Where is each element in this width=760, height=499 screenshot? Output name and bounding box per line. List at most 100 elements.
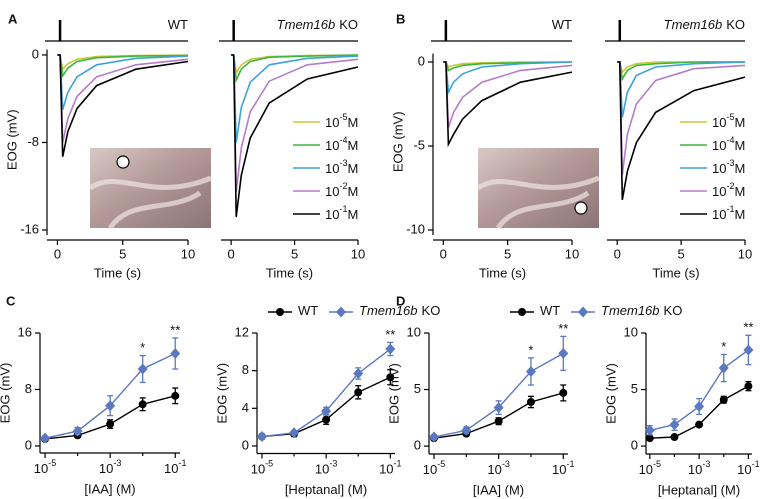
- legend-exp: -1: [339, 204, 347, 214]
- legend-base: 10: [712, 161, 726, 176]
- title-text: WT: [168, 17, 188, 32]
- x-tick-label: 10: [351, 246, 365, 261]
- y-axis-label: EOG (mV): [603, 363, 618, 424]
- legend-unit: M: [347, 115, 358, 130]
- y-tick-label: 0: [32, 46, 39, 61]
- marker: [493, 402, 504, 414]
- y-axis-label: EOG (mV): [390, 111, 405, 172]
- recording-site: [574, 201, 588, 215]
- legend-label: 10-2M: [712, 181, 745, 199]
- x-tick-exp: -5: [48, 458, 56, 468]
- x-tick-label: 5: [119, 246, 126, 261]
- series-line: [231, 54, 359, 217]
- panel-label: C: [6, 293, 16, 308]
- y-tick-label: 4: [242, 400, 249, 415]
- x-tick-base: 10: [99, 461, 113, 476]
- legend-base: 10: [712, 138, 726, 153]
- panel-label: D: [396, 293, 405, 308]
- marker: [719, 395, 728, 404]
- marker: [171, 391, 180, 400]
- marker: [744, 382, 753, 391]
- legend-label: Tmem16b KO: [601, 303, 682, 318]
- marker: [644, 424, 655, 436]
- x-axis-label: [Heptanal] (M): [658, 482, 740, 497]
- significance: **: [743, 320, 753, 335]
- x-tick-exp: -3: [702, 459, 710, 469]
- marker: [354, 388, 363, 397]
- legend-label: WT: [540, 303, 560, 318]
- x-axis-label: Time (s): [652, 265, 699, 280]
- legend-label: 10-1M: [325, 204, 358, 222]
- legend-text: KO: [422, 303, 441, 318]
- inset-texture: [476, 175, 600, 230]
- marker: [353, 367, 364, 379]
- legend-base: 10: [712, 207, 726, 222]
- significance: **: [170, 322, 180, 337]
- legend-marker: [336, 306, 346, 318]
- marker: [256, 431, 267, 443]
- series-line: [617, 61, 746, 200]
- x-tick-exp: -1: [178, 458, 186, 468]
- series-line: [57, 54, 189, 157]
- y-tick-label: 5: [631, 381, 638, 396]
- legend-exp: -3: [339, 158, 347, 168]
- x-tick-base: 10: [379, 462, 393, 477]
- x-axis-label: Time (s): [94, 265, 141, 280]
- legend-unit: M: [347, 184, 358, 199]
- legend-unit: M: [734, 207, 745, 222]
- chart-title: Tmem16b KO: [277, 17, 358, 32]
- legend-exp: -4: [339, 135, 347, 145]
- marker: [429, 431, 440, 443]
- x-tick-label: 10-3: [315, 459, 337, 477]
- y-tick-label: -5: [413, 137, 425, 152]
- y-tick-label: 16: [18, 324, 32, 339]
- x-tick-label: 0: [614, 246, 621, 261]
- marker: [526, 397, 535, 406]
- marker: [695, 420, 704, 429]
- x-tick-label: 0: [54, 246, 61, 261]
- marker: [385, 343, 396, 355]
- y-axis-label: EOG (mV): [386, 363, 401, 424]
- x-tick-label: 5: [677, 246, 684, 261]
- x-tick-base: 10: [251, 462, 265, 477]
- significance: *: [140, 340, 145, 355]
- x-tick-exp: -1: [567, 459, 575, 469]
- x-tick-label: 5: [504, 246, 511, 261]
- legend-marker: [276, 308, 284, 316]
- legend-exp: -2: [726, 181, 734, 191]
- y-tick-label: 0: [414, 438, 421, 453]
- x-tick-base: 10: [487, 462, 501, 477]
- legend-label: WT: [298, 303, 318, 318]
- legend-label: 10-2M: [325, 181, 358, 199]
- x-tick-exp: -5: [437, 459, 445, 469]
- marker: [105, 400, 116, 412]
- marker: [670, 433, 679, 442]
- x-tick-exp: -3: [502, 459, 510, 469]
- x-axis-label: [IAA] (M): [84, 481, 135, 496]
- panel-label: B: [396, 11, 405, 26]
- legend-unit: M: [347, 138, 358, 153]
- significance: **: [385, 327, 395, 342]
- x-axis-label: [IAA] (M): [473, 482, 524, 497]
- x-tick-label: 10-3: [99, 458, 121, 476]
- y-tick-label: -16: [20, 221, 39, 236]
- marker: [694, 401, 705, 413]
- legend-text: KO: [664, 303, 683, 318]
- legend-unit: M: [734, 184, 745, 199]
- legend-unit: M: [734, 161, 745, 176]
- legend-exp: -5: [726, 112, 734, 122]
- marker: [40, 432, 51, 444]
- legend-base: 10: [325, 207, 339, 222]
- legend-base: 10: [712, 115, 726, 130]
- marker: [461, 424, 472, 436]
- legend-italic: Tmem16b: [601, 303, 660, 318]
- legend-label: 10-3M: [325, 158, 358, 176]
- x-tick-exp: -1: [752, 459, 760, 469]
- recording-site: [116, 155, 130, 169]
- x-axis-label: Time (s): [479, 265, 526, 280]
- series-line: [617, 61, 746, 118]
- x-tick-label: 10-1: [737, 459, 759, 477]
- y-tick-label: 10: [624, 324, 638, 339]
- y-tick-label: 0: [418, 53, 425, 68]
